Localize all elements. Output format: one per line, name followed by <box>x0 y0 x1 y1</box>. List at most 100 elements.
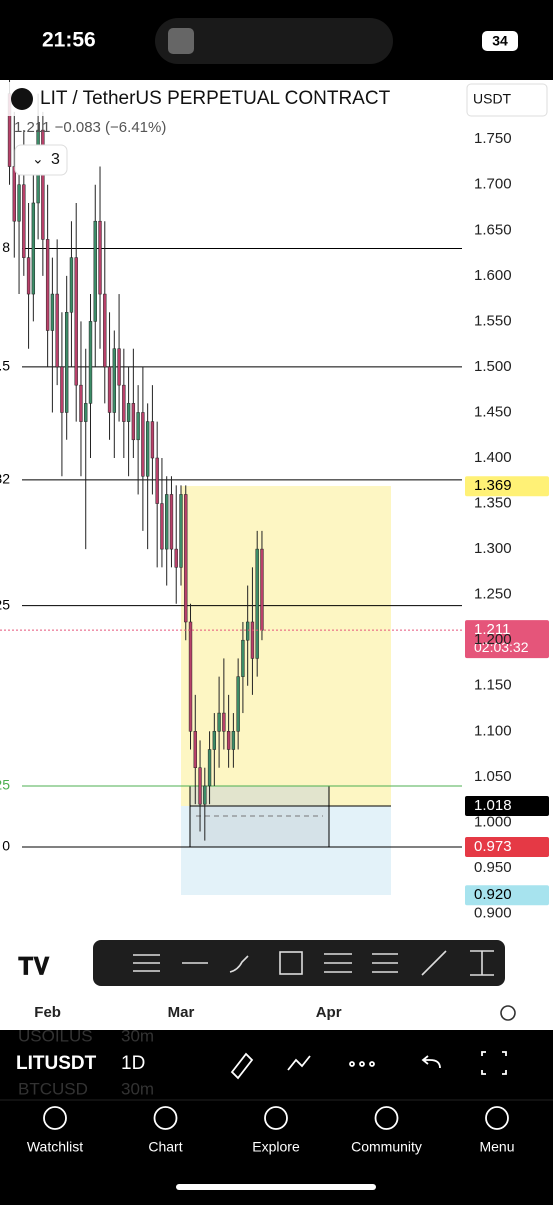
battery-level: 34 <box>492 33 508 49</box>
candle-body <box>231 731 236 750</box>
y-tick-label: 1.400 <box>474 449 512 466</box>
candle-body <box>107 366 112 413</box>
candle-body <box>84 403 88 422</box>
price-tag <box>465 885 549 906</box>
tab-icon[interactable] <box>264 1106 288 1130</box>
y-tick-label: 0.950 <box>474 859 512 876</box>
candle-body <box>250 621 255 659</box>
footer-icons <box>230 1051 507 1080</box>
target-zone <box>181 486 391 806</box>
candle-body <box>41 129 45 240</box>
candle-body <box>60 366 64 413</box>
candle-body <box>169 494 174 550</box>
candle-body <box>117 348 121 386</box>
x-tick-label: Apr <box>316 1004 342 1021</box>
y-tick-label: 1.500 <box>474 358 512 375</box>
candle-body <box>74 257 78 386</box>
y-tick-label: 1.750 <box>474 130 512 147</box>
candle-body <box>136 412 140 441</box>
candle-body <box>93 220 97 322</box>
y-tick-label: 1.550 <box>474 312 512 329</box>
y-tick-label: 1.000 <box>474 813 512 830</box>
tab-icon[interactable] <box>43 1106 67 1130</box>
tab-label: Watchlist <box>27 1139 83 1155</box>
candle-body <box>103 293 107 368</box>
dynamic-island <box>155 18 393 64</box>
watch-interval: 30m <box>121 1079 154 1098</box>
price-tag <box>465 836 549 857</box>
tab-label: Explore <box>252 1139 300 1155</box>
y-tick-label: 1.450 <box>474 403 512 420</box>
indicators-count: 3 <box>51 151 60 168</box>
candle-body <box>98 220 102 295</box>
candle-body <box>26 257 31 295</box>
candle-body <box>174 548 178 568</box>
currency: USDT <box>473 91 512 107</box>
candle-body <box>88 321 93 404</box>
candle-body <box>69 257 74 313</box>
home-indicator <box>176 1184 376 1190</box>
candle-body <box>188 621 193 732</box>
toolbar-icons <box>133 950 494 976</box>
drawing-toolbar[interactable] <box>93 940 505 986</box>
settings[interactable] <box>500 1005 516 1021</box>
candle-body <box>22 184 26 258</box>
y-tick-label: 1.250 <box>474 586 512 603</box>
level-label: 0 <box>2 838 10 854</box>
candle-body <box>55 293 59 368</box>
tab-icon[interactable] <box>374 1106 399 1130</box>
x-tick-label: Feb <box>34 1004 61 1021</box>
candle-body <box>245 621 250 641</box>
tv-logo: 𝐓𝐕 <box>18 953 50 980</box>
price-tag-label: 0.973 <box>474 838 512 855</box>
y-tick-label: 1.150 <box>474 677 512 694</box>
indicators-toggle[interactable] <box>14 144 68 176</box>
symbol-logo <box>11 88 33 110</box>
candle-body <box>160 503 164 550</box>
y-tick-label: 1.650 <box>474 221 512 238</box>
candle-body <box>50 293 55 331</box>
symbol-title[interactable]: LIT / TetherUS PERPETUAL CONTRACT <box>40 88 391 109</box>
tab-icon[interactable] <box>485 1106 509 1130</box>
candle-body <box>212 731 217 750</box>
price-tag-label: 1.211 <box>474 621 510 638</box>
app-icon <box>168 28 194 54</box>
footer-interval[interactable]: 1D <box>121 1053 145 1074</box>
watch-symbol: USOILUS <box>18 1026 93 1045</box>
candle-body <box>255 548 259 659</box>
clock: 21:56 <box>42 29 96 52</box>
price-tag-label: 1.369 <box>474 477 512 494</box>
y-tick-label: 1.350 <box>474 495 512 512</box>
quote: 1.211 −0.083 (−6.41%) <box>14 119 166 136</box>
price-tag <box>465 476 549 497</box>
footer-symbol[interactable]: LITUSDT <box>16 1053 97 1074</box>
candle-body <box>260 548 264 631</box>
candle-body <box>241 639 245 677</box>
candle-body <box>31 202 36 295</box>
y-tick-label: 1.100 <box>474 722 512 739</box>
candle-body <box>141 412 145 477</box>
candle-body <box>112 348 116 413</box>
candle-body <box>184 494 188 623</box>
y-tick-label: 1.700 <box>474 176 512 193</box>
currency-select[interactable] <box>466 83 548 117</box>
level-label: 25 <box>0 777 10 793</box>
candle-body <box>193 731 197 768</box>
tab-icon[interactable] <box>153 1106 178 1130</box>
battery <box>482 31 518 51</box>
level-label: 8 <box>2 239 10 255</box>
candle-body <box>145 421 150 477</box>
candle-body <box>65 312 69 413</box>
candle-body <box>198 767 202 805</box>
price-tag-timer: 02:03:32 <box>474 639 529 655</box>
candle-body <box>17 184 21 222</box>
candle-body <box>150 421 155 459</box>
candle-body <box>203 785 207 805</box>
candle-body <box>79 384 83 422</box>
tab-bar <box>0 1100 553 1200</box>
y-tick-label: 1.300 <box>474 540 512 557</box>
level-label: 32 <box>0 471 10 487</box>
plot: 8 .5 32 25 25 0 <box>0 80 462 895</box>
x-tick-label: Mar <box>168 1004 195 1021</box>
